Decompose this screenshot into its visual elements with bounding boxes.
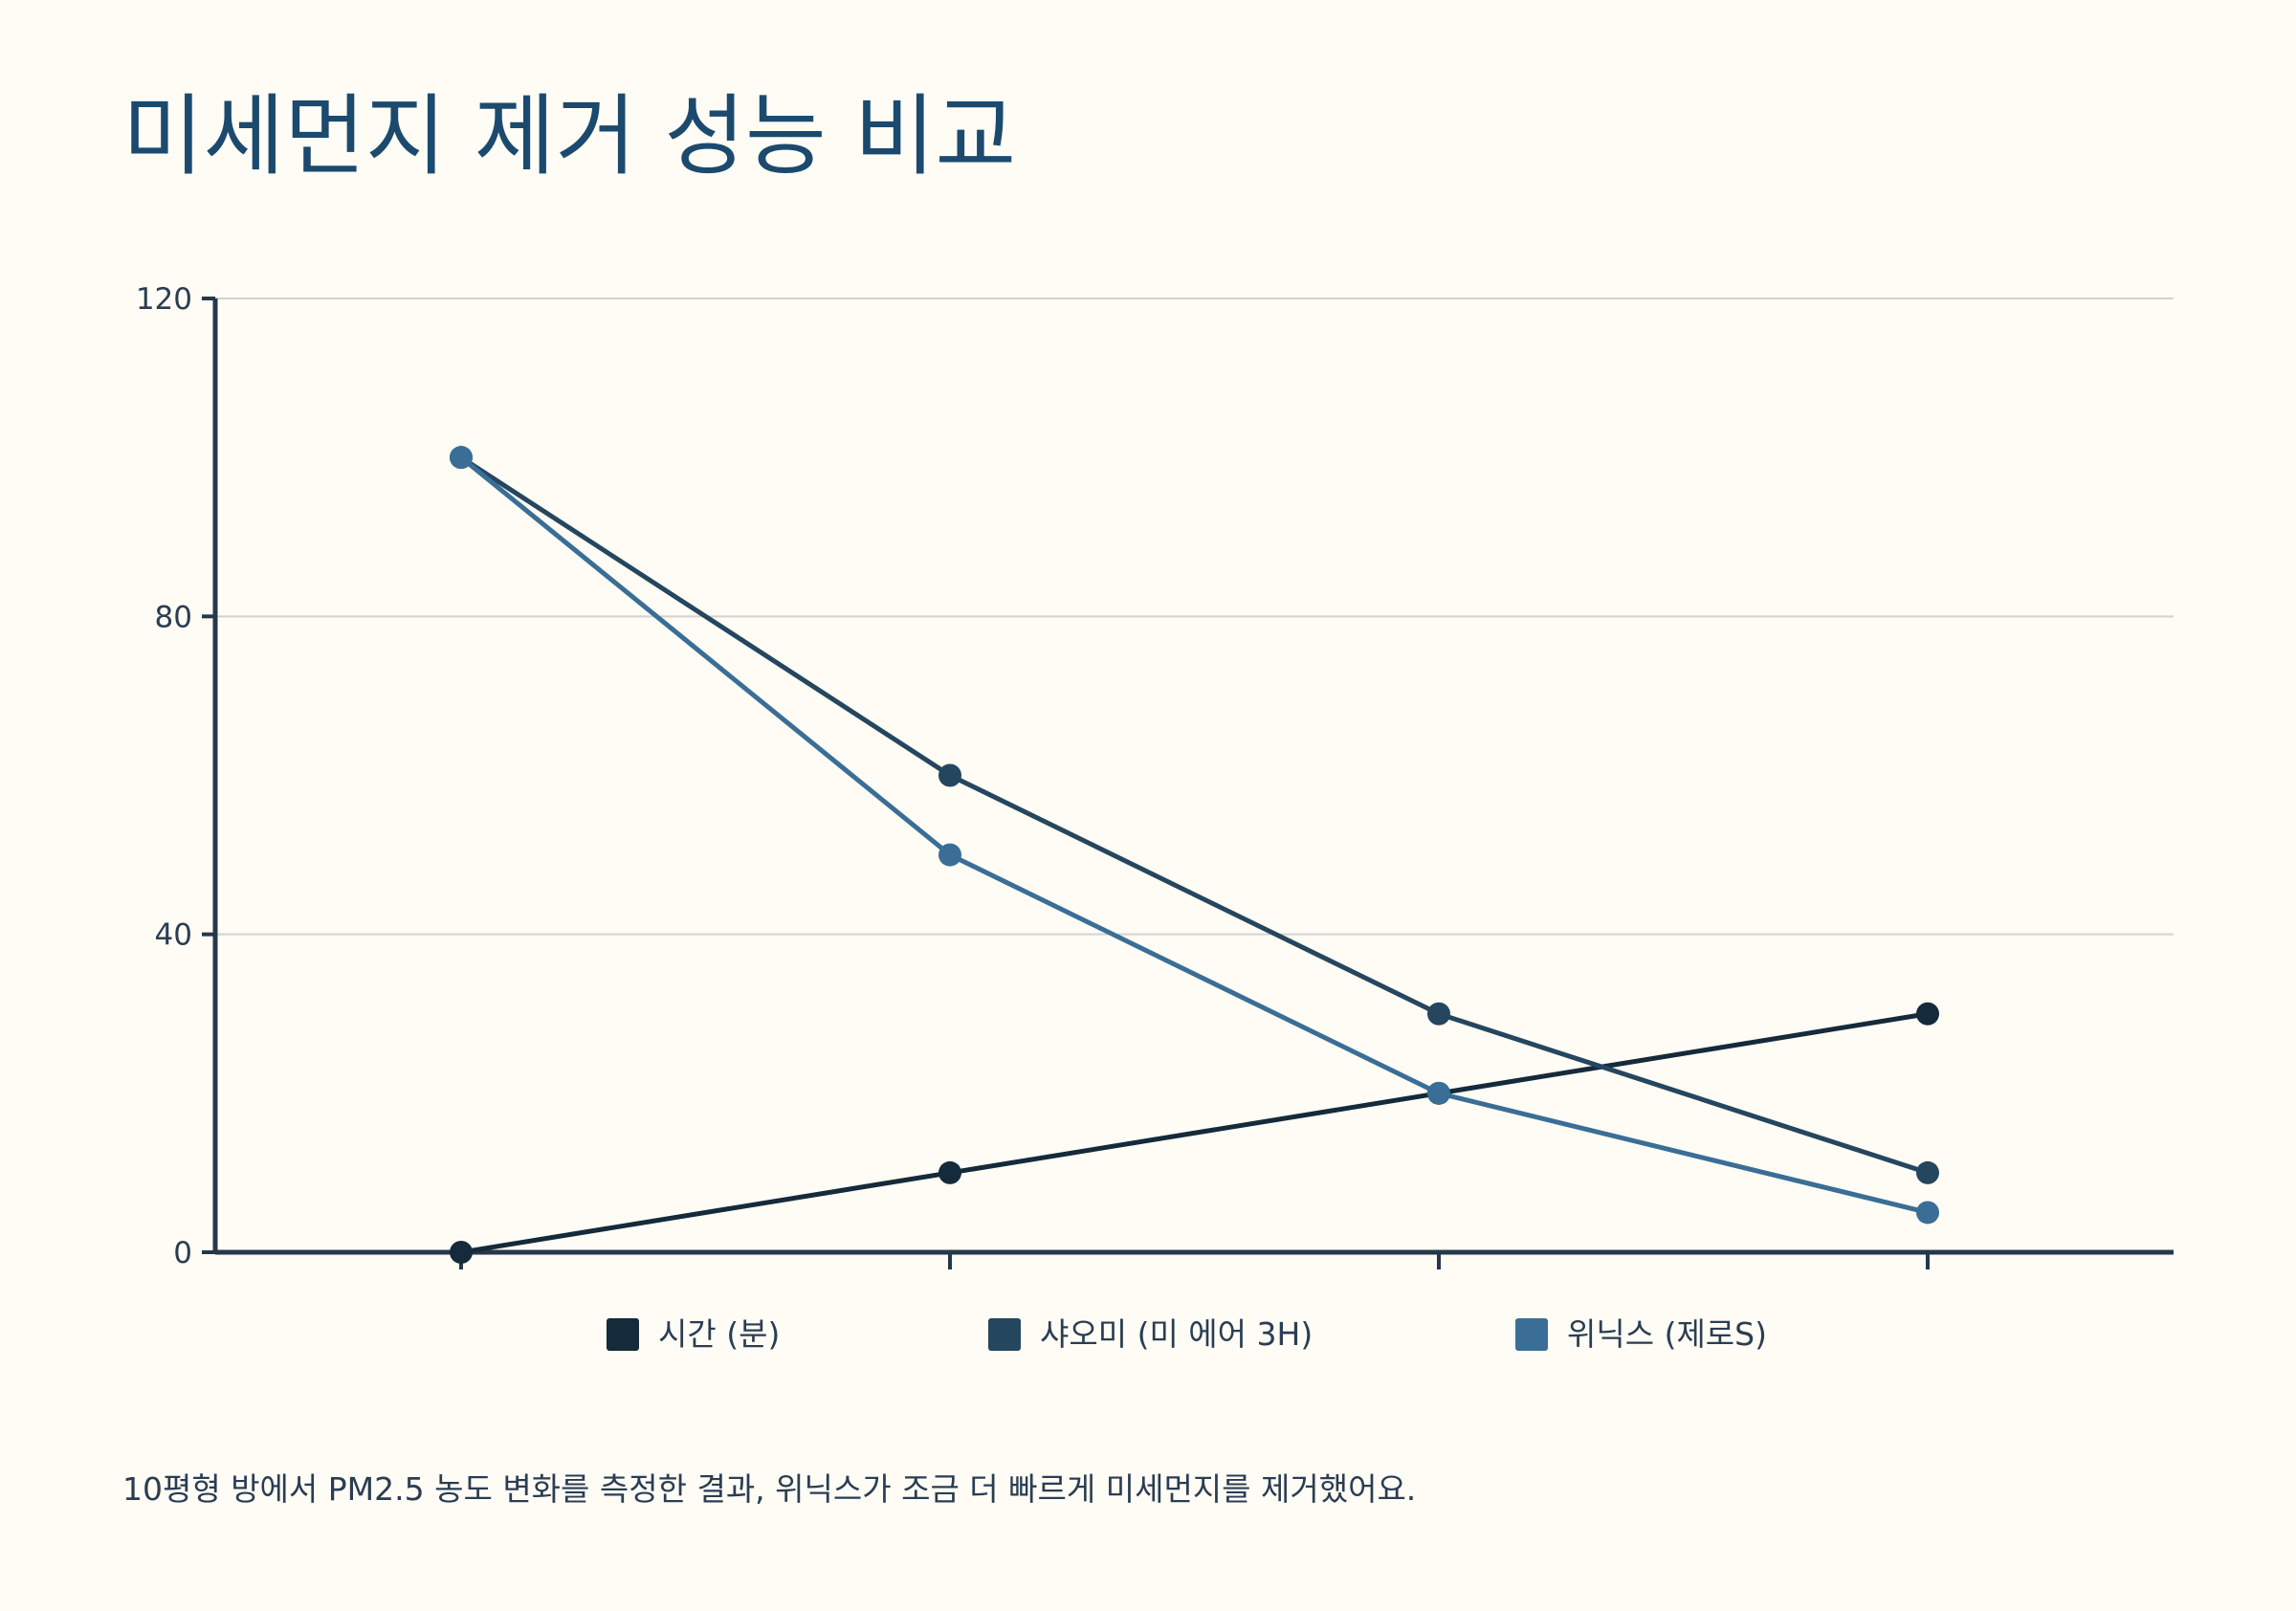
- series-0-point-3: [1916, 1002, 1939, 1026]
- page-title: 미세먼지 제거 성능 비교: [122, 85, 1017, 188]
- series-line-2: [458, 454, 1931, 1215]
- series-lines: [450, 446, 1939, 1264]
- series-0-point-0: [450, 1241, 473, 1264]
- legend-item-0: 시간 (분): [607, 1315, 780, 1353]
- legend-swatch-0: [607, 1318, 639, 1351]
- series-0-point-1: [938, 1160, 961, 1184]
- grid-lines: [215, 298, 2174, 936]
- legend-item-2: 위닉스 (제로S): [1515, 1315, 1767, 1353]
- y-tick-label-40: 40: [155, 918, 192, 953]
- series-2-point-0: [450, 446, 473, 470]
- series-line-1: [458, 454, 1931, 1176]
- series-2-point-3: [1916, 1201, 1939, 1225]
- legend-label-2: 위닉스 (제로S): [1567, 1315, 1767, 1353]
- series-1-point-3: [1916, 1160, 1939, 1184]
- legend-item-1: 샤오미 (미 에어 3H): [988, 1315, 1313, 1353]
- footnote: 10평형 방에서 PM2.5 농도 변화를 측정한 결과, 위닉스가 조금 더 …: [122, 1470, 1417, 1508]
- legend-label-0: 시간 (분): [658, 1315, 780, 1353]
- series-2-point-1: [938, 843, 961, 867]
- axes: 0 40 80 120: [136, 282, 2174, 1270]
- y-tick-label-80: 80: [155, 600, 192, 634]
- series-1-point-1: [938, 763, 961, 787]
- y-tick-label-120: 120: [136, 282, 192, 317]
- series-1-point-2: [1427, 1002, 1450, 1026]
- series-line-0: [458, 1011, 1931, 1255]
- legend: 시간 (분) 샤오미 (미 에어 3H) 위닉스 (제로S): [607, 1315, 1767, 1353]
- legend-swatch-2: [1515, 1318, 1548, 1351]
- series-2-point-2: [1427, 1081, 1450, 1105]
- legend-swatch-1: [988, 1318, 1021, 1351]
- legend-label-1: 샤오미 (미 에어 3H): [1040, 1315, 1313, 1353]
- y-tick-label-0: 0: [173, 1236, 192, 1270]
